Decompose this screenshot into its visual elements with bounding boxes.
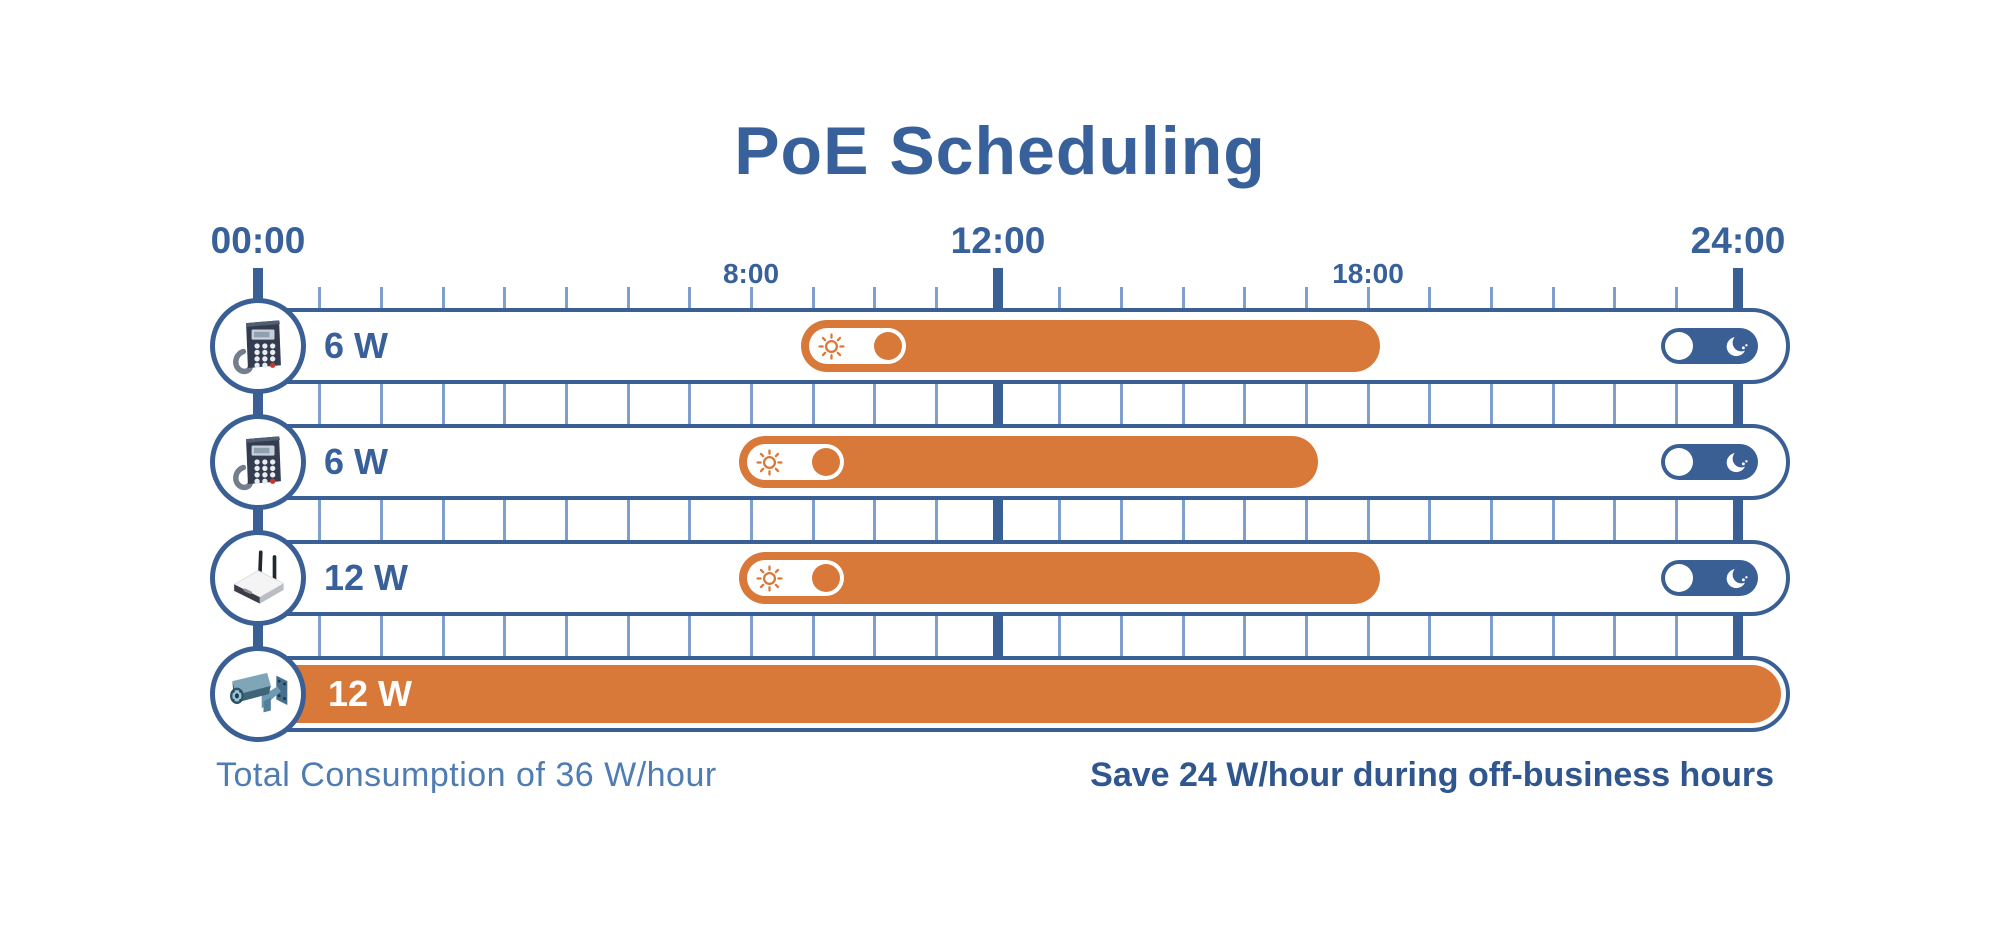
toggle-knob [1665,332,1693,360]
savings-note: Save 24 W/hour during off-business hours [1090,756,1774,794]
night-schedule-toggle[interactable] [1661,560,1758,596]
power-on-bar [801,320,1380,372]
moon-icon [1726,450,1750,473]
page-title: PoE Scheduling [734,113,1266,189]
sun-icon [818,332,845,360]
toggle-knob [1665,448,1693,476]
moon-icon [1726,566,1750,589]
power-on-bar [739,436,1319,488]
sun-icon [756,448,783,476]
device-badge-ip-camera [210,646,306,742]
sun-icon [756,564,783,592]
time-label-0800: 8:00 [722,258,780,289]
time-label-0000: 00:00 [210,220,306,261]
cctv-camera-icon [230,672,288,713]
toggle-knob [874,332,902,360]
toggle-knob [812,564,841,592]
schedule-row-access-point: 12 W [240,540,1790,616]
night-schedule-toggle[interactable] [1661,328,1758,364]
time-label-2400: 24:00 [1690,220,1786,261]
device-badge-access-point [210,530,306,626]
moon-icon [1726,334,1750,357]
schedule-row-ip-camera: 12 W [240,656,1790,732]
ip-phone-icon [233,436,281,491]
night-schedule-toggle[interactable] [1661,444,1758,480]
total-consumption-note: Total Consumption of 36 W/hour [216,756,717,794]
watts-label: 12 W [328,673,413,714]
device-badge-ip-phone-2 [210,414,306,510]
day-schedule-toggle[interactable] [809,328,906,364]
day-schedule-toggle[interactable] [747,560,845,596]
power-on-bar [249,665,1781,723]
power-on-bar [739,552,1380,604]
time-label-1800: 18:00 [1332,258,1404,289]
watts-label: 6 W [324,441,389,482]
ip-phone-icon [233,320,281,375]
schedule-row-ip-phone-2: 6 W [240,424,1790,500]
schedule-row-ip-phone-1: 6 W [240,308,1790,384]
watts-label: 12 W [324,557,409,598]
wireless-access-point-icon [233,550,285,604]
device-badge-ip-phone-1 [210,298,306,394]
toggle-knob [812,448,841,476]
toggle-knob [1665,564,1693,592]
time-label-1200: 12:00 [950,220,1046,261]
watts-label: 6 W [324,325,389,366]
day-schedule-toggle[interactable] [747,444,845,480]
